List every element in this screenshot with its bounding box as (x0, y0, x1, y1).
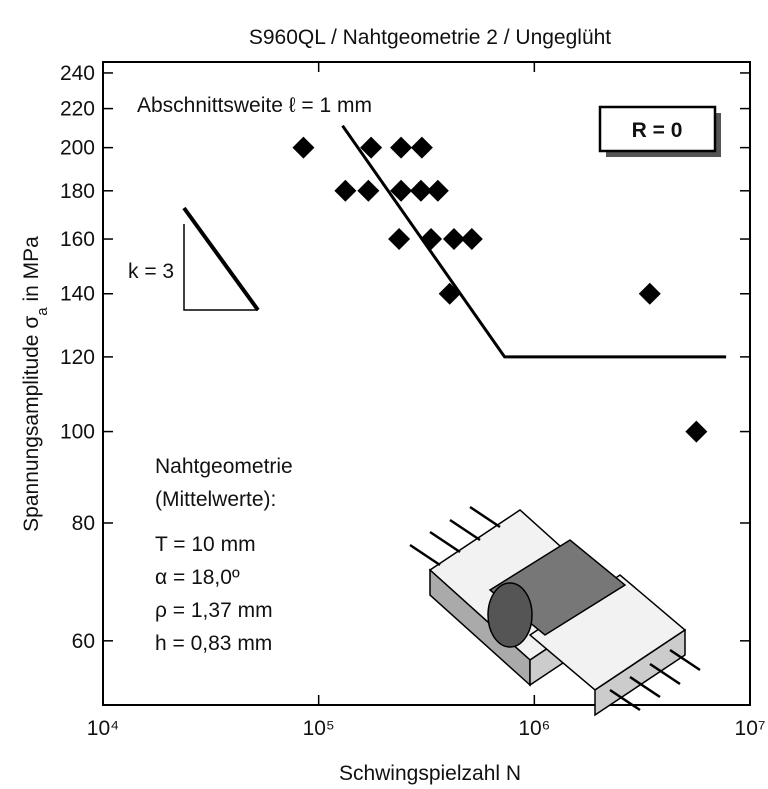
y-axis-label: Spannungsamplitude σa in MPa (20, 236, 51, 532)
data-point (409, 179, 432, 202)
y-axis-label-part: in MPa (20, 236, 43, 308)
data-point (438, 282, 461, 305)
y-axis-label-part: Spannungsamplitude σ (20, 316, 43, 532)
annotation: (Mittelwerte): (155, 488, 276, 511)
specimen (409, 505, 701, 717)
data-point (360, 136, 383, 159)
annotation: α = 18,0º (155, 566, 240, 589)
data-point (292, 136, 315, 159)
box (598, 105, 717, 153)
annotation: T = 10 mm (155, 533, 256, 556)
data-point (357, 179, 380, 202)
data-point (426, 179, 449, 202)
slope-triangle (183, 224, 258, 311)
annotation: Abschnittsweite ℓ = 1 mm (137, 94, 372, 117)
y-tick-label: 100 (60, 421, 95, 444)
data-point (410, 136, 433, 159)
data-point (685, 420, 708, 443)
x-tick-label: 10⁶ (518, 717, 550, 740)
y-tick-label: 200 (60, 137, 95, 160)
y-tick-label: 160 (60, 228, 95, 251)
annotation: Nahtgeometrie (155, 455, 293, 478)
data-point (460, 228, 483, 251)
y-tick-label: 180 (60, 180, 95, 203)
annotation: k = 3 (128, 260, 174, 283)
data-point (388, 228, 411, 251)
y-tick-label: 80 (72, 512, 95, 535)
data-point (390, 136, 413, 159)
annotation: ρ = 1,37 mm (155, 599, 273, 622)
y-tick-label: 240 (60, 62, 95, 85)
x-tick-label: 10⁷ (735, 717, 766, 740)
annotation: h = 0,83 mm (155, 632, 272, 655)
slope-line (182, 206, 260, 312)
x-tick-label: 10⁵ (303, 717, 335, 740)
fit-line (341, 124, 727, 359)
annotation: R = 0 (632, 119, 683, 142)
data-point (638, 282, 661, 305)
y-tick-label: 220 (60, 98, 95, 121)
y-tick-label: 120 (60, 346, 95, 369)
data-point (334, 179, 357, 202)
data-point (442, 228, 465, 251)
data-point (390, 179, 413, 202)
y-tick-label: 140 (60, 283, 95, 306)
x-axis-label: Schwingspielzahl N (339, 762, 521, 785)
y-tick-label: 60 (72, 630, 95, 653)
x-tick-label: 10⁴ (87, 717, 119, 740)
plot-frame (102, 61, 751, 706)
y-axis-label-sub: a (34, 307, 51, 316)
chart-title: S960QL / Nahtgeometrie 2 / Ungeglüht (249, 26, 611, 49)
